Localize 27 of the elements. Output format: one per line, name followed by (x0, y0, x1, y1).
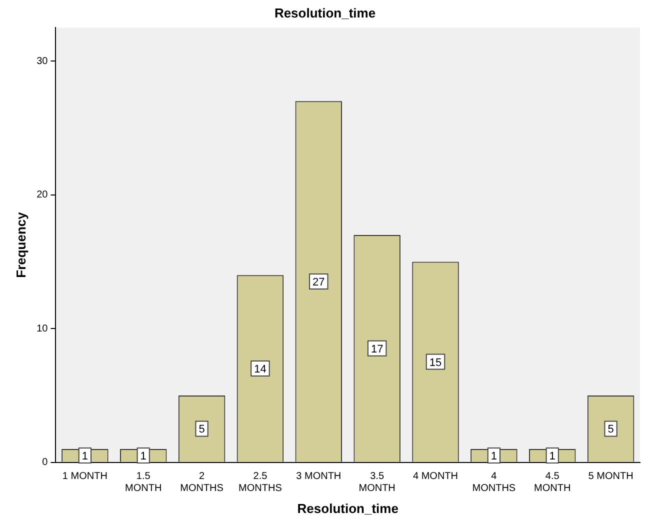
x-tick-label: 1.5 MONTH (125, 471, 162, 494)
x-tick-label: 2 MONTHS (180, 471, 224, 494)
data-label: 1 (549, 450, 556, 462)
data-label: 27 (312, 276, 325, 289)
x-tick-label: 2.5 MONTHS (238, 471, 282, 494)
data-label: 5 (608, 424, 614, 436)
x-tick-label: 5 MONTH (588, 471, 634, 482)
x-tick-label: 3.5 MONTH (358, 471, 396, 494)
data-label: 1 (82, 450, 88, 462)
x-tick-label: 4 MONTH (413, 471, 458, 482)
y-tick-label: 10 (36, 323, 48, 334)
x-tick-label: 3 MONTH (296, 471, 342, 482)
data-label: 5 (198, 424, 205, 436)
data-label: 1 (490, 450, 497, 462)
y-tick-label: 0 (42, 457, 48, 468)
data-label: 1 (140, 450, 146, 462)
data-label: 17 (370, 343, 384, 356)
x-tick-label: 4 MONTHS (472, 471, 516, 494)
y-tick-label: 30 (36, 56, 48, 67)
x-axis-title: Resolution_time (297, 500, 398, 516)
data-label: 14 (254, 364, 266, 376)
chart-title: Resolution_time (274, 5, 376, 20)
x-tick-label: 1 MONTH (62, 471, 108, 482)
x-tick-label: 4.5 MONTH (534, 471, 571, 494)
data-label: 15 (429, 356, 442, 369)
y-tick-label: 20 (36, 190, 48, 201)
y-axis-title: Frequency (13, 211, 28, 278)
